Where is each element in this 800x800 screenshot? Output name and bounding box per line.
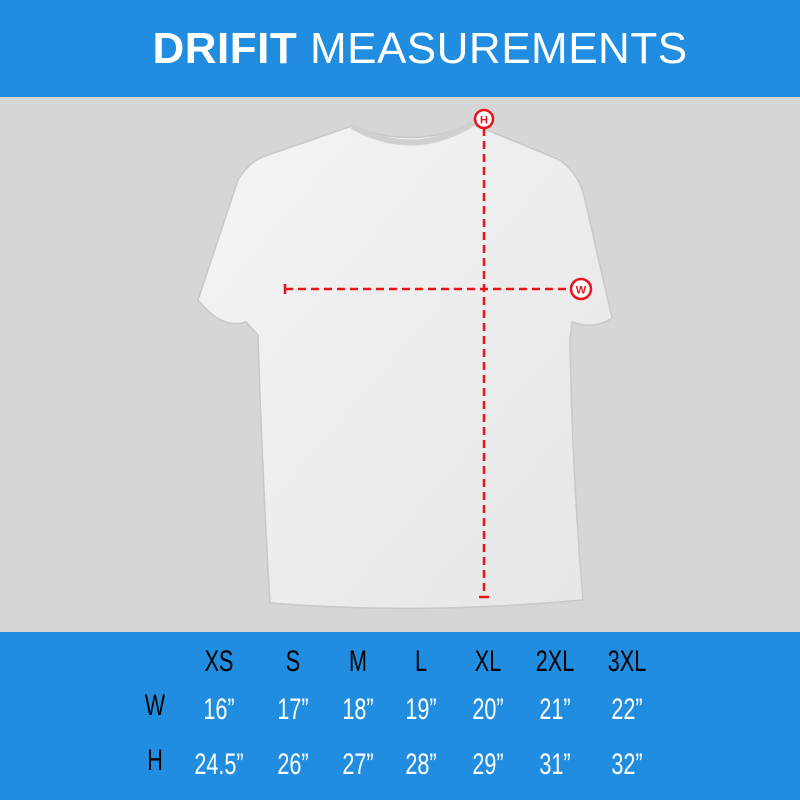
measurement-value-text: 24.5” [194,748,244,781]
width-marker-icon: W [569,277,593,301]
measurement-value: 20” [466,693,509,727]
width-marker-label: W [576,285,587,297]
row-label: H [144,744,166,778]
measurement-value-text: 26” [277,748,309,781]
measurement-value: 27” [336,748,379,782]
measurement-value-text: 27” [342,748,374,781]
size-chart: XS S M L XL 2XL 3XL W 16” 17” 18” 19” 20” 21” 22” H 24.5… [0,632,800,800]
measurement-value: 31” [533,748,576,782]
height-measure-line [479,128,489,599]
size-header: L [413,645,430,679]
height-marker-label: H [480,115,488,127]
width-measure-line [283,284,571,294]
size-header-text: 2XL [535,645,575,678]
size-header: M [346,645,371,679]
measurement-value: 26” [271,748,314,782]
collar [350,121,474,146]
title-rest: MEASUREMENTS [309,23,688,73]
measurement-value-text: 20” [472,693,504,726]
size-header-text: M [349,645,367,678]
size-header: 3XL [600,645,653,679]
size-header-text: XS [204,645,234,678]
measurement-value-text: 16” [203,693,235,726]
title-bold: DRIFIT [152,23,298,73]
tshirt-illustration: H W [197,108,613,610]
size-header-text: L [414,645,428,678]
row-label: W [141,689,169,723]
size-header-text: 3XL [607,645,647,678]
size-header-text: S [285,645,301,678]
measurement-value: 28” [399,748,442,782]
measurement-value-text: 18” [342,693,374,726]
measurement-value: 21” [533,693,576,727]
measurement-value-text: 32” [611,748,643,781]
row-label-text: W [144,689,166,722]
measurement-value: 18” [336,693,379,727]
size-header: XS [199,645,239,679]
size-header: XL [470,645,507,679]
measurement-value-text: 28” [405,748,437,781]
measurement-value: 19” [399,693,442,727]
measurement-value-text: 21” [539,693,571,726]
height-marker-icon: H [473,108,495,130]
row-label-text: H [147,744,163,777]
page-title: DRIFIT MEASUREMENTS [152,24,687,74]
size-header: S [283,645,303,679]
measurement-value-text: 31” [539,748,571,781]
measurement-value: 16” [197,693,240,727]
measurement-value: 17” [271,693,314,727]
header-banner: DRIFIT MEASUREMENTS [0,0,800,97]
measurement-value: 24.5” [185,748,253,782]
measurement-value-text: 29” [472,748,504,781]
measurement-value-text: 22” [611,693,643,726]
measurement-value-text: 17” [277,693,309,726]
measurement-value-text: 19” [405,693,437,726]
size-header-text: XL [474,645,502,678]
tshirt-image-area: H W [0,97,800,632]
size-header: 2XL [528,645,581,679]
measurement-value: 29” [466,748,509,782]
measurement-value: 22” [605,693,648,727]
tshirt-body [197,123,613,610]
measurement-value: 32” [605,748,648,782]
